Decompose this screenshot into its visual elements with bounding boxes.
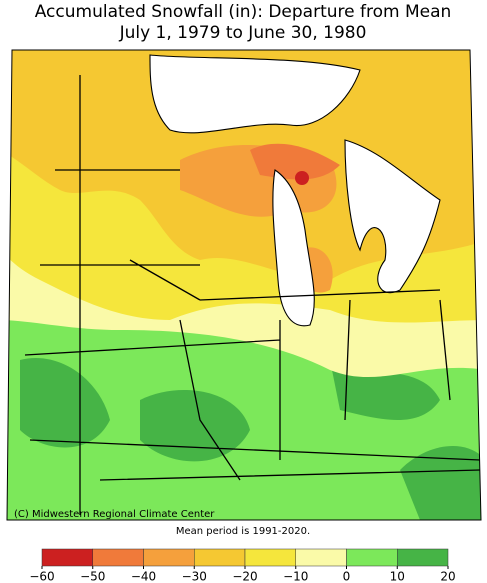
color-swatch (194, 548, 246, 567)
state-boundary (24, 75, 481, 515)
tick-label: 0 (343, 570, 351, 583)
tick-label: −60 (29, 570, 54, 583)
color-swatch (346, 548, 398, 567)
color-swatch (143, 548, 195, 567)
note: Mean period is 1991-2020. (176, 526, 310, 537)
lake (272, 169, 315, 327)
map: (C) Midwestern Regional Climate Center (6, 49, 482, 521)
map-fill (400, 446, 481, 520)
color-swatch (397, 548, 449, 567)
map-fill (295, 171, 309, 185)
color-swatch (41, 548, 93, 567)
tick-label: 10 (390, 570, 405, 583)
map-fill (140, 390, 250, 462)
map-fill (250, 143, 340, 180)
color-swatch (244, 548, 296, 567)
map-fill (20, 358, 110, 448)
map-frame (6, 49, 482, 521)
tick-label: −30 (182, 570, 207, 583)
color-swatch (92, 548, 144, 567)
tick-label: 20 (440, 570, 455, 583)
credit: (C) Midwestern Regional Climate Center (14, 509, 215, 520)
tick-label: −40 (131, 570, 156, 583)
title-line: Accumulated Snowfall (in): Departure fro… (35, 2, 452, 22)
tick-label: −10 (283, 570, 308, 583)
lake (149, 54, 361, 134)
tick-label: −50 (80, 570, 105, 583)
legend: −60 −50 −40 −30 −20 −10 0 10 20 (29, 548, 456, 583)
tick-label: −20 (232, 570, 257, 583)
lake (344, 139, 441, 294)
title-line: July 1, 1979 to June 30, 1980 (119, 23, 367, 43)
color-swatch (295, 548, 347, 567)
